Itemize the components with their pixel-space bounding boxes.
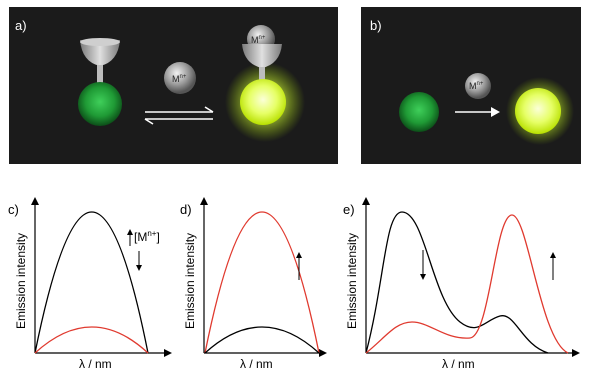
curve-black — [365, 211, 549, 354]
bound-linker-icon — [259, 67, 265, 81]
ion-label: Mn+ — [469, 81, 484, 91]
down-arrow-icon — [420, 274, 426, 280]
receptor-cup-rim-icon — [80, 38, 120, 46]
receptor-cup-icon — [80, 40, 120, 66]
y-axis-label: Emission intensity — [345, 233, 359, 329]
metal-ion-icon — [465, 73, 491, 99]
y-axis-label: Emission intensity — [14, 233, 28, 329]
up-arrow-icon — [127, 229, 133, 235]
metal-ion-icon — [164, 62, 196, 94]
panel-a-label: a) — [15, 18, 27, 33]
up-arrow-icon — [550, 252, 556, 258]
concentration-label: [Mn+] — [134, 229, 160, 244]
plot-d-label: d) — [180, 202, 192, 217]
dark-fluorophore-icon — [78, 82, 122, 126]
dark-fluorophore-icon — [399, 92, 439, 132]
equilibrium-arrows — [144, 106, 214, 125]
down-arrow-icon — [136, 265, 142, 271]
x-axis-label: λ / nm — [79, 357, 112, 371]
linker-icon — [97, 65, 103, 83]
bright-fluorophore-icon — [515, 88, 561, 134]
free-sensor — [78, 38, 122, 126]
plot-e-label: e) — [343, 202, 355, 217]
x-axis-label: λ / nm — [442, 357, 475, 371]
bright-fluorophore-icon — [240, 79, 286, 125]
up-arrow-icon — [296, 252, 302, 258]
y-axis-label: Emission intensity — [183, 233, 197, 329]
x-axis-label: λ / nm — [240, 357, 273, 371]
curve-red — [204, 211, 320, 354]
bound-receptor-cup-icon — [242, 44, 282, 68]
plot-c: c) Emission intensity λ / nm [Mn+] — [8, 197, 172, 371]
bound-ion-label: Mn+ — [251, 35, 266, 45]
curve-red — [365, 214, 569, 354]
curve-black — [204, 326, 320, 354]
curve-red — [34, 326, 149, 354]
concentration-annotation: [Mn+] — [127, 229, 160, 271]
curve-black — [34, 211, 149, 354]
plot-e: e) Emission intensity λ / nm — [343, 197, 580, 371]
panel-b: b) Mn+ — [361, 7, 581, 164]
ion-label: Mn+ — [172, 74, 187, 84]
free-ion: Mn+ — [164, 62, 196, 94]
panel-a: a) Mn+ Mn+ — [9, 7, 338, 164]
panel-b-label: b) — [370, 18, 382, 33]
plot-d: d) Emission intensity λ / nm — [180, 197, 327, 371]
plot-c-label: c) — [8, 202, 19, 217]
bound-sensor: Mn+ — [225, 25, 305, 142]
